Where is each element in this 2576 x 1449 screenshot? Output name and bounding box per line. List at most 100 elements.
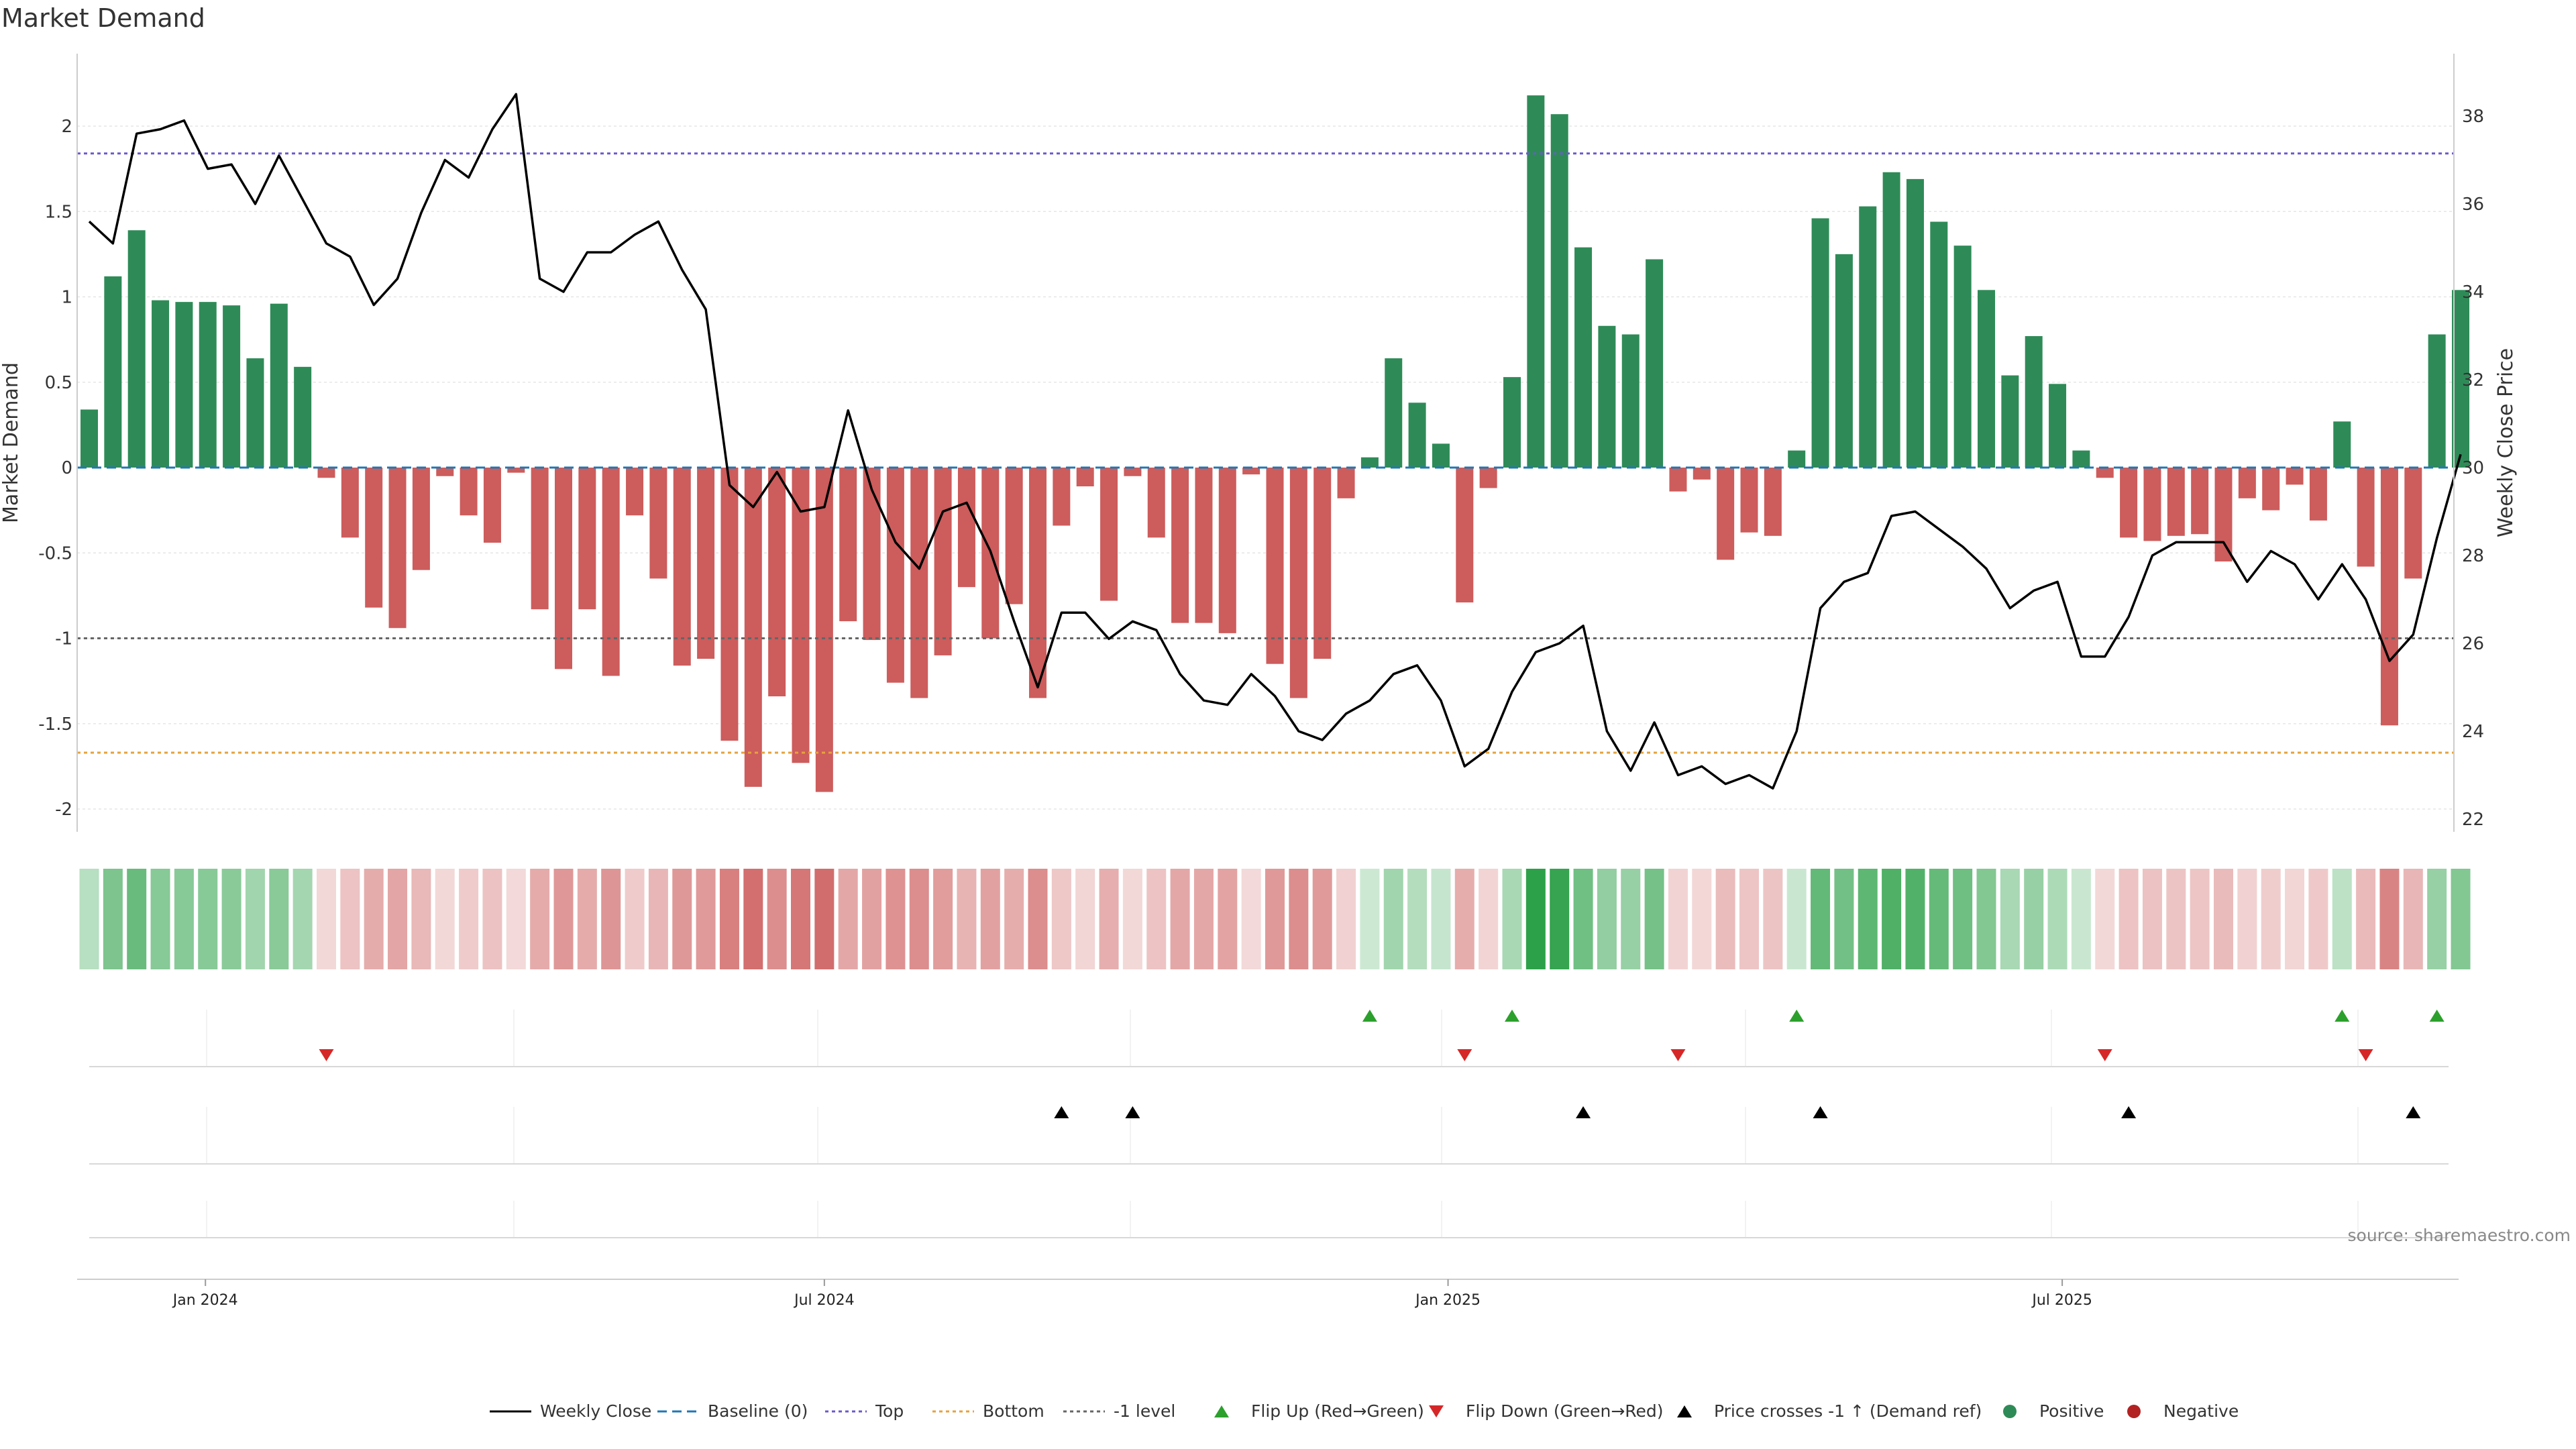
positive-demand-bar [152, 300, 170, 468]
positive-demand-bar [80, 409, 98, 468]
positive-demand-bar [175, 302, 193, 468]
negative-demand-bar [886, 468, 904, 683]
negative-demand-bar [460, 468, 478, 516]
y2-tick-label: 32 [2462, 370, 2484, 390]
heat-cell [411, 869, 431, 969]
legend-item: Flip Down (Green→Red) [1429, 1401, 1664, 1421]
heat-cell [1597, 869, 1617, 969]
positive-demand-bar [1930, 221, 1948, 468]
heat-cell [2166, 869, 2186, 969]
negative-demand-bar [673, 468, 691, 666]
date-tick-label: Jul 2025 [2031, 1292, 2092, 1309]
legend-swatch [2127, 1405, 2141, 1418]
demand-bars [80, 95, 2469, 792]
heat-cell [1312, 869, 1332, 969]
heat-cell [1075, 869, 1095, 969]
y-tick-label: 2 [61, 117, 72, 137]
legend-label: Top [875, 1401, 904, 1421]
heat-cell [1953, 869, 1973, 969]
chart-title: Market Demand [1, 3, 205, 33]
heat-cell [388, 869, 408, 969]
heat-cell [1146, 869, 1167, 969]
heat-cell [317, 869, 336, 969]
legend-swatch [2003, 1405, 2017, 1418]
y-tick-label: 0 [61, 458, 72, 478]
negative-demand-bar [2167, 468, 2185, 536]
negative-demand-bar [957, 468, 975, 588]
heat-cell [1882, 869, 1902, 969]
negative-demand-bar [2357, 468, 2375, 567]
heat-cell [1122, 869, 1142, 969]
legend-item: Positive [2003, 1401, 2104, 1421]
flip-down-marker [1670, 1049, 1686, 1061]
y2-tick-label: 22 [2462, 810, 2484, 830]
positive-demand-bar [1432, 443, 1450, 468]
heat-cell [127, 869, 147, 969]
heat-cell [625, 869, 645, 969]
heat-cell [2118, 869, 2139, 969]
negative-demand-bar [768, 468, 786, 697]
heat-cell [1668, 869, 1688, 969]
negative-demand-bar [1717, 468, 1735, 560]
demand-heat-strip [79, 869, 2471, 969]
flip-up-marker [1789, 1010, 1805, 1022]
positive-demand-bar [1503, 377, 1521, 468]
negative-demand-bar [2404, 468, 2422, 579]
heat-cell [1834, 869, 1854, 969]
heat-cell [2071, 869, 2091, 969]
positive-demand-bar [1574, 247, 1593, 468]
negative-demand-bar [1313, 468, 1332, 659]
heat-cell [1454, 869, 1474, 969]
heat-cell [459, 869, 479, 969]
heat-cell [1336, 869, 1356, 969]
legend-item: Negative [2127, 1401, 2239, 1421]
legend: Weekly Close Baseline (0) Top Bottom -1 leve… [490, 1401, 2239, 1421]
heat-cell [2451, 869, 2471, 969]
flip-down-marker [2097, 1049, 2112, 1061]
heat-cell [2285, 869, 2305, 969]
positive-demand-bar [1598, 325, 1616, 468]
heat-cell [1289, 869, 1309, 969]
heat-cell [767, 869, 787, 969]
positive-demand-bar [2452, 290, 2469, 468]
heat-cell [1692, 869, 1712, 969]
heat-cell [506, 869, 526, 969]
y2-axis-title: Weekly Close Price [2494, 348, 2518, 537]
negative-demand-bar [863, 468, 881, 641]
heat-cell [79, 869, 99, 969]
positive-demand-bar [2001, 375, 2019, 468]
heat-cell [435, 869, 455, 969]
flip-down-marker [319, 1049, 334, 1061]
heat-cell [482, 869, 502, 969]
date-axis: Jan 2024 Jul 2024 Jan 2025 Jul 2025 [77, 1279, 2459, 1309]
negative-demand-bar [388, 468, 407, 629]
heat-cell [1929, 869, 1949, 969]
negative-demand-bar [2380, 468, 2398, 726]
y2-tick-label: 36 [2462, 195, 2484, 215]
positive-demand-bar [2333, 421, 2351, 468]
heat-cell [1383, 869, 1403, 969]
heat-cell [1550, 869, 1570, 969]
legend-label: Flip Up (Red→Green) [1251, 1401, 1424, 1421]
y-tick-label: -2 [55, 800, 72, 820]
negative-demand-bar [602, 468, 620, 676]
price-cross-marker [2406, 1106, 2421, 1118]
heat-cell [814, 869, 835, 969]
negative-demand-bar [2286, 468, 2304, 485]
heat-cell [150, 869, 170, 969]
negative-demand-bar [483, 468, 501, 543]
heat-cell [1218, 869, 1238, 969]
positive-demand-bar [1906, 178, 1924, 468]
positive-demand-bar [1882, 172, 1900, 468]
negative-demand-bar [531, 468, 549, 610]
heat-cell [2427, 869, 2447, 969]
positive-demand-bar [2072, 450, 2090, 468]
flip-up-marker [1362, 1010, 1377, 1022]
heat-cell [601, 869, 621, 969]
flip-up-marker [2429, 1010, 2445, 1022]
legend-item: Price crosses -1 ↑ (Demand ref) [1677, 1401, 1982, 1421]
positive-demand-bar [2025, 336, 2043, 468]
heat-cell [1028, 869, 1048, 969]
heat-cell [1051, 869, 1071, 969]
